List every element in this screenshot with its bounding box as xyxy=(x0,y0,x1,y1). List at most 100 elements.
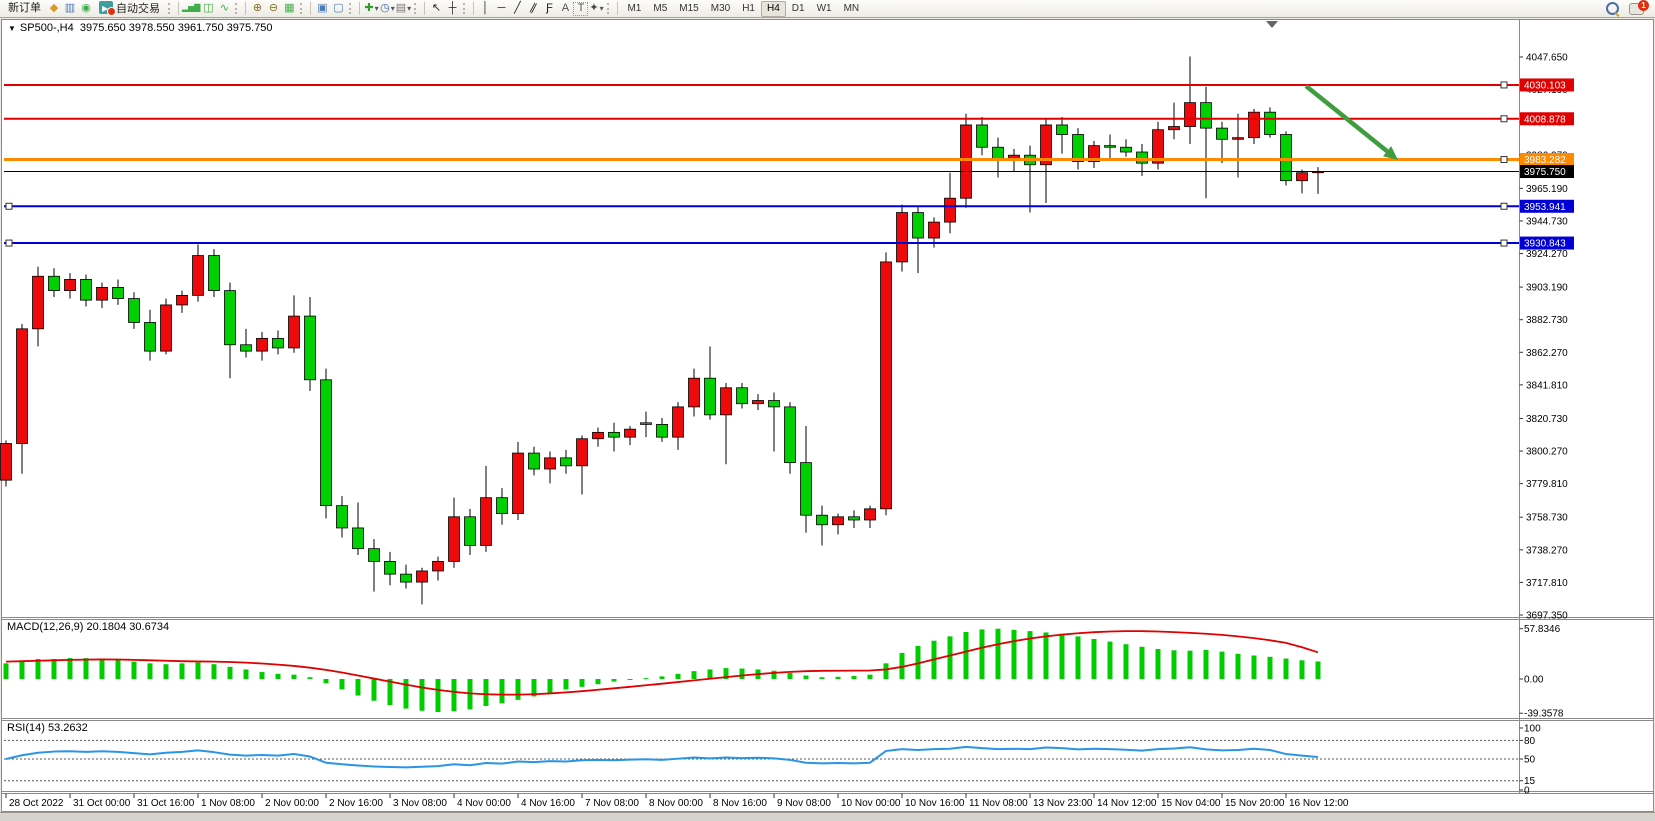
timeframe-button-m30[interactable]: M30 xyxy=(710,2,731,14)
down-arrow-head[interactable] xyxy=(1383,146,1398,160)
rsi-indicator-label: RSI(14) 53.2632 xyxy=(7,722,88,734)
autotrading-icon xyxy=(99,1,116,16)
svg-text:57.8346: 57.8346 xyxy=(1524,624,1561,635)
svg-text:9 Nov 08:00: 9 Nov 08:00 xyxy=(777,798,831,809)
down-arrow-annotation[interactable] xyxy=(1304,84,1389,153)
candlestick-chart-icon[interactable]: ◫ xyxy=(203,2,214,14)
cascade-windows-icon[interactable]: ▢ xyxy=(333,2,344,14)
dropdown-arrow-icon[interactable]: ▾ xyxy=(390,4,395,13)
macd-signal-line xyxy=(5,630,1319,696)
macd-histogram xyxy=(3,628,1321,713)
fibonacci-icon[interactable]: Ƒ xyxy=(546,2,553,14)
svg-text:15 Nov 04:00: 15 Nov 04:00 xyxy=(1161,798,1221,809)
svg-text:0.00: 0.00 xyxy=(1524,675,1544,686)
dropdown-arrow-icon[interactable]: ▾ xyxy=(374,4,379,13)
timeframe-button-m1[interactable]: M1 xyxy=(627,2,642,14)
svg-text:28 Oct 2022: 28 Oct 2022 xyxy=(9,798,64,809)
timeframe-button-d1[interactable]: D1 xyxy=(791,2,805,14)
svg-text:7 Nov 08:00: 7 Nov 08:00 xyxy=(585,798,639,809)
arrows-icon[interactable]: ✦▾ xyxy=(589,2,604,14)
svg-text:3862.270: 3862.270 xyxy=(1526,348,1568,359)
bar-chart-icon[interactable]: ▂▅▇ xyxy=(182,3,201,12)
svg-text:16 Nov 12:00: 16 Nov 12:00 xyxy=(1289,798,1349,809)
line-chart-icon[interactable]: ∿ xyxy=(219,2,230,14)
svg-text:13 Nov 23:00: 13 Nov 23:00 xyxy=(1033,798,1093,809)
cursor-icon[interactable]: ↖ xyxy=(431,2,442,14)
timeframe-button-m15[interactable]: M15 xyxy=(679,2,699,14)
svg-text:80: 80 xyxy=(1524,736,1536,747)
timeframe-button-h4[interactable]: H4 xyxy=(760,0,786,17)
symbol-dropdown-icon[interactable]: ▼ xyxy=(8,24,16,33)
dropdown-arrow-icon[interactable]: ▾ xyxy=(599,4,604,13)
resistance-line-4008-handle-right[interactable] xyxy=(1500,115,1508,123)
svg-text:4047.650: 4047.650 xyxy=(1526,53,1568,64)
chart-shift-marker[interactable] xyxy=(1266,21,1278,28)
pivot-line-3983-handle-right[interactable] xyxy=(1500,156,1508,164)
svg-text:11 Nov 08:00: 11 Nov 08:00 xyxy=(969,798,1028,809)
svg-text:3820.730: 3820.730 xyxy=(1526,414,1568,425)
autotrading-button[interactable]: 自动交易 xyxy=(94,1,165,16)
support-line-3930-handle-left[interactable] xyxy=(5,239,13,247)
svg-text:3841.810: 3841.810 xyxy=(1526,380,1568,391)
timeframe-button-mn[interactable]: MN xyxy=(843,2,860,14)
svg-text:50: 50 xyxy=(1524,755,1536,766)
svg-text:100: 100 xyxy=(1524,724,1541,735)
svg-text:14 Nov 12:00: 14 Nov 12:00 xyxy=(1097,798,1157,809)
main-toolbar: 新订单◆▥◉自动交易▂▅▇◫∿⊕⊖▦▣▢✚▾◷▾▤▾↖┼│─╱∥ƑAT✦▾M1M… xyxy=(0,0,1655,18)
tile-windows-icon[interactable]: ▦ xyxy=(284,2,295,14)
new-order-button[interactable]: 新订单 xyxy=(8,2,41,14)
zoom-in-icon[interactable]: ⊕ xyxy=(252,2,263,14)
chat-icon[interactable]: 1 xyxy=(1629,0,1649,15)
vertical-line-icon[interactable]: │ xyxy=(482,2,489,14)
svg-text:4 Nov 00:00: 4 Nov 00:00 xyxy=(457,798,511,809)
svg-text:3903.190: 3903.190 xyxy=(1526,283,1568,294)
svg-text:3930.843: 3930.843 xyxy=(1524,239,1566,250)
resistance-line-4030-handle-right[interactable] xyxy=(1500,81,1508,89)
svg-text:3882.730: 3882.730 xyxy=(1526,315,1568,326)
support-line-3953-handle-left[interactable] xyxy=(5,202,13,210)
svg-text:10 Nov 16:00: 10 Nov 16:00 xyxy=(905,798,965,809)
market-watch-icon[interactable]: ◆ xyxy=(49,2,59,14)
timeframe-button-m5[interactable]: M5 xyxy=(653,2,668,14)
time-axis[interactable]: 28 Oct 2022 31 Oct 00:00 31 Oct 16:00 1 Nov… xyxy=(5,793,1349,810)
macd-indicator-label: MACD(12,26,9) 20.1804 30.6734 xyxy=(7,621,170,633)
arrange-windows-icon[interactable]: ▣ xyxy=(317,2,328,14)
trendline-icon[interactable]: ╱ xyxy=(514,2,521,14)
chart-title[interactable]: ▼ SP500-,H4 3975.650 3978.550 3961.750 39… xyxy=(8,22,273,34)
support-line-3953-handle-right[interactable] xyxy=(1500,202,1508,210)
svg-text:15: 15 xyxy=(1524,776,1536,787)
svg-text:31 Oct 00:00: 31 Oct 00:00 xyxy=(73,798,131,809)
svg-text:3779.810: 3779.810 xyxy=(1526,479,1568,490)
horizontal-line-icon[interactable]: ─ xyxy=(497,2,506,14)
status-strip xyxy=(0,812,1655,821)
text-icon[interactable]: A xyxy=(561,2,570,14)
svg-text:-39.3578: -39.3578 xyxy=(1524,709,1564,720)
periods-icon[interactable]: ◷▾ xyxy=(380,2,395,14)
text-label-icon[interactable]: T xyxy=(573,1,589,16)
svg-text:4030.103: 4030.103 xyxy=(1524,80,1566,91)
svg-text:4008.878: 4008.878 xyxy=(1524,114,1566,125)
svg-text:3 Nov 08:00: 3 Nov 08:00 xyxy=(393,798,447,809)
navigator-icon[interactable]: ◉ xyxy=(81,2,91,14)
svg-text:2 Nov 00:00: 2 Nov 00:00 xyxy=(265,798,319,809)
svg-text:8 Nov 16:00: 8 Nov 16:00 xyxy=(713,798,767,809)
zoom-out-icon[interactable]: ⊖ xyxy=(268,2,279,14)
search-icon[interactable] xyxy=(1606,2,1619,15)
svg-text:8 Nov 00:00: 8 Nov 00:00 xyxy=(649,798,703,809)
dropdown-arrow-icon[interactable]: ▾ xyxy=(407,4,412,13)
support-line-3930-handle-right[interactable] xyxy=(1500,239,1508,247)
data-window-icon[interactable]: ▥ xyxy=(64,2,76,14)
timeframe-button-w1[interactable]: W1 xyxy=(816,2,832,14)
svg-text:31 Oct 16:00: 31 Oct 16:00 xyxy=(137,798,195,809)
ohlc-values: 3975.650 3978.550 3961.750 3975.750 xyxy=(79,22,273,34)
svg-text:3965.190: 3965.190 xyxy=(1526,184,1568,195)
timeframe-button-h1[interactable]: H1 xyxy=(742,2,755,14)
indicators-icon[interactable]: ✚▾ xyxy=(364,2,379,14)
svg-text:15 Nov 20:00: 15 Nov 20:00 xyxy=(1225,798,1285,809)
svg-text:3983.282: 3983.282 xyxy=(1524,155,1566,166)
svg-text:3924.270: 3924.270 xyxy=(1526,249,1568,260)
templates-icon[interactable]: ▤▾ xyxy=(395,2,412,14)
crosshair-icon[interactable]: ┼ xyxy=(448,2,457,14)
